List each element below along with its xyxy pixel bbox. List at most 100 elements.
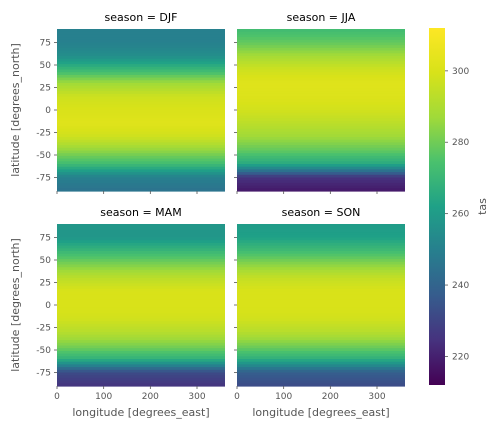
heatmap-band [57,177,225,181]
heatmap-band [237,88,405,92]
heatmap-band [237,291,405,295]
heatmap-band [57,299,225,303]
heatmap-band [237,166,405,170]
colorbar-label: tas [476,198,489,215]
heatmap-band [57,237,225,241]
heatmap-band [57,377,225,382]
heatmap-band [57,296,225,301]
heatmap-band [57,305,225,309]
heatmap-band [57,180,225,184]
heatmap-band [237,131,405,135]
heatmap-band [57,267,225,271]
heatmap-band [237,188,405,192]
heatmap-band [57,123,225,127]
heatmap-band [237,31,405,35]
heatmap-band [237,310,405,314]
heatmap-band [237,99,405,103]
heatmap-band [57,342,225,347]
heatmap-band [237,286,405,290]
heatmap-band [57,353,225,357]
heatmap-band [237,283,405,287]
heatmap-band [57,323,225,328]
heatmap-band [57,126,225,130]
heatmap-band [57,31,225,35]
heatmap-band [57,294,225,298]
heatmap-band [57,107,225,111]
heatmap-band [57,234,225,239]
heatmap-band [57,380,225,384]
colorbar: 220 240 260 280 300 tas [429,28,489,385]
x-axis-label: longitude [degrees_east] [72,406,209,419]
heatmap-band [57,42,225,46]
heatmap-band [237,128,405,133]
heatmap-band [57,150,225,154]
heatmap-band [237,53,405,57]
heatmap-band [237,91,405,95]
heatmap-band [57,161,225,165]
heatmap-band [237,242,405,247]
heatmap-band [237,275,405,279]
heatmap-band [57,337,225,341]
heatmap-band [237,139,405,143]
colorbar-gradient [429,28,445,385]
panel-title: season = MAM [100,206,181,219]
heatmap-band [237,232,405,236]
x-tick-label: 100 [95,392,112,402]
heatmap-band [237,147,405,152]
facet-panel-djf: season = DJF 75 50 25 0 -25 -50 -75 latitude [de… [9,11,225,194]
heatmap-band [57,128,225,133]
heatmap-band [237,377,405,382]
heatmap-band [237,112,405,116]
heatmap-band [57,56,225,60]
heatmap-band [237,61,405,65]
heatmap-band [237,337,405,341]
heatmap-band [57,318,225,322]
heatmap-band [237,313,405,317]
heatmap-band [57,61,225,65]
heatmap-band [57,104,225,108]
heatmap-band [237,115,405,119]
heatmap-band [237,278,405,282]
heatmap-band [57,307,225,311]
heatmap-band [57,348,225,352]
facet-panel-jja: season = JJA [234,11,405,194]
heatmap-band [237,80,405,84]
heatmap-band [57,232,225,236]
y-tick-label: 0 [45,301,51,311]
heatmap-band [57,145,225,149]
heatmap-band [237,120,405,125]
heatmap-band [237,142,405,146]
y-tick-label: -25 [36,129,51,139]
heatmap-band [57,80,225,84]
heatmap-band [237,107,405,111]
heatmap-band [57,188,225,192]
heatmap-band [237,118,405,122]
heatmap-band [57,345,225,349]
heatmap-band [57,131,225,135]
heatmap-band [237,72,405,76]
panel-title: season = DJF [105,11,178,24]
heatmap-band [57,101,225,106]
heatmap-band [237,353,405,357]
heatmap-band [57,251,225,255]
heatmap-band [57,326,225,330]
heatmap-band [237,174,405,179]
heatmap-band [57,74,225,79]
heatmap-band [57,112,225,116]
heatmap-band [57,169,225,173]
heatmap-band [237,253,405,257]
heatmap-band [237,158,405,162]
heatmap-band [57,226,225,230]
heatmap-band [237,85,405,89]
y-tick-label: 75 [40,39,51,49]
heatmap-band [57,245,225,249]
heatmap-band [57,369,225,374]
heatmap-band [237,47,405,52]
heatmap-band [237,93,405,98]
heatmap-band [57,269,225,274]
heatmap-band [57,83,225,87]
x-tick-label: 200 [142,392,159,402]
heatmap-band [237,267,405,271]
y-tick-label: -25 [36,324,51,334]
